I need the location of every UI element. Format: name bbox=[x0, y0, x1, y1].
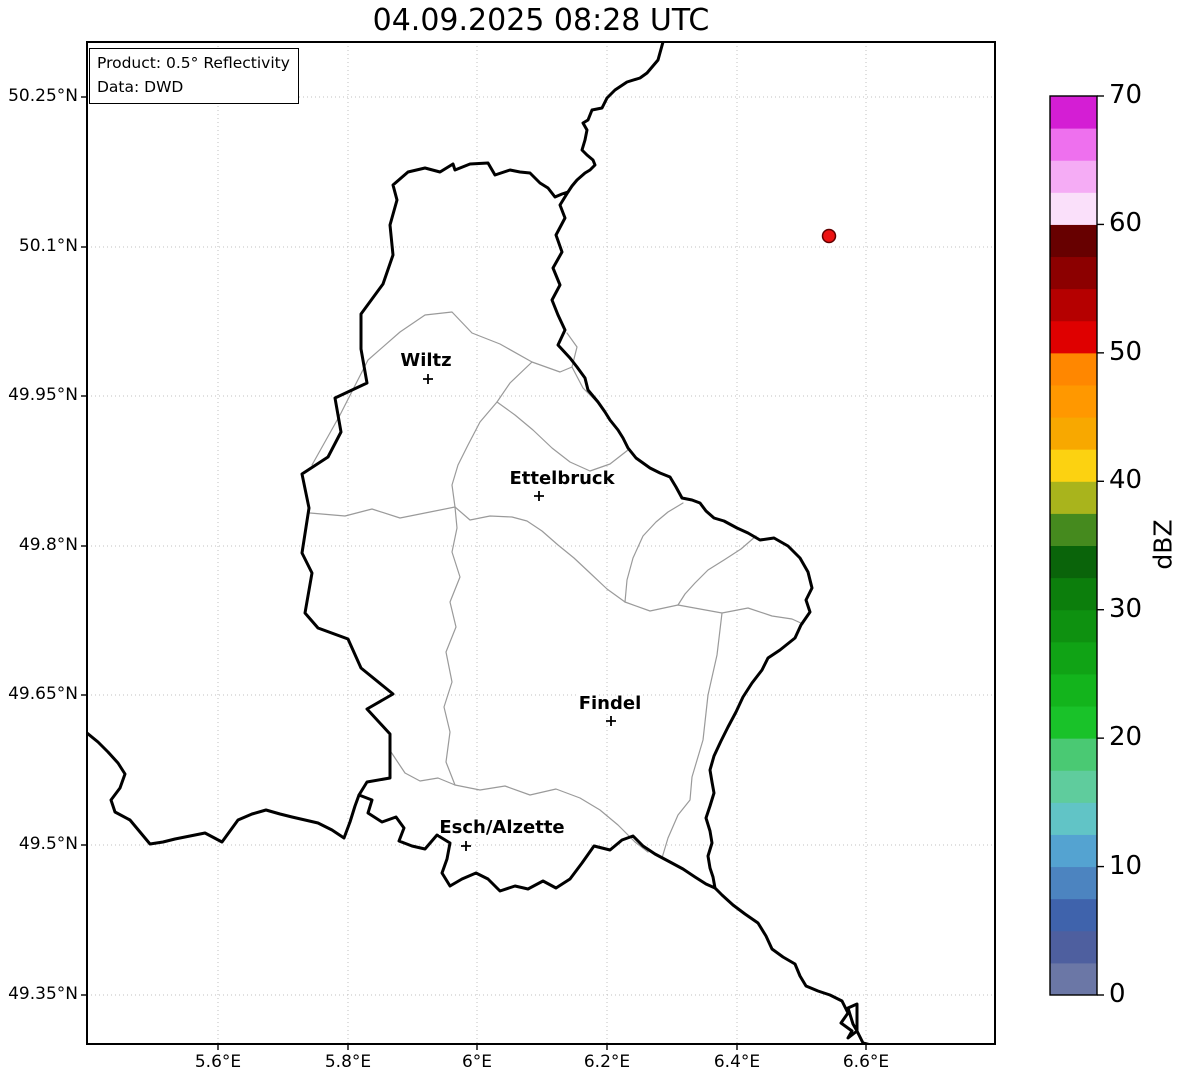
colorbar-segment bbox=[1050, 609, 1097, 643]
data-source-line: Data: DWD bbox=[97, 78, 184, 96]
colorbar-segment bbox=[1050, 577, 1097, 611]
colorbar-segment bbox=[1050, 481, 1097, 514]
canton-border-path bbox=[454, 506, 626, 603]
colorbar-tick-label: 70 bbox=[1109, 80, 1143, 110]
colorbar-segment bbox=[1050, 96, 1097, 129]
colorbar-tick-label: 60 bbox=[1109, 208, 1143, 239]
city-marker-icon bbox=[606, 716, 616, 726]
country-border-path bbox=[300, 161, 814, 893]
colorbar-segment bbox=[1050, 962, 1097, 996]
city-marker-icon bbox=[534, 491, 544, 501]
colorbar-unit-label: dBZ bbox=[1148, 519, 1178, 570]
colorbar-tick-label: 0 bbox=[1109, 979, 1126, 1009]
map-layer-group bbox=[87, 42, 995, 1044]
colorbar-segment bbox=[1050, 417, 1097, 450]
x-tick-label: 5.8°E bbox=[324, 1052, 372, 1072]
colorbar-segment bbox=[1050, 770, 1097, 803]
colorbar-tick-label: 50 bbox=[1109, 336, 1143, 367]
colorbar-segment bbox=[1050, 834, 1097, 868]
canton-border-path bbox=[677, 535, 757, 606]
colorbar-segment bbox=[1050, 288, 1097, 322]
figure-title: 04.09.2025 08:28 UTC bbox=[372, 3, 710, 38]
colorbar-segment bbox=[1050, 738, 1097, 771]
colorbar-segment bbox=[1050, 192, 1097, 225]
city-marker-icon bbox=[423, 374, 433, 384]
national-border-path bbox=[87, 731, 361, 846]
colorbar-segment bbox=[1050, 673, 1097, 707]
product-info-line: Product: 0.5° Reflectivity bbox=[97, 54, 290, 72]
city-label: Wiltz bbox=[400, 350, 452, 371]
colorbar-segment bbox=[1050, 352, 1097, 386]
plot-frame bbox=[86, 41, 996, 1045]
canton-border-path bbox=[624, 502, 684, 603]
city-label: Esch/Alzette bbox=[439, 817, 565, 838]
colorbar-tick-label: 30 bbox=[1109, 593, 1143, 624]
y-tick-label: 50.1°N bbox=[18, 236, 78, 256]
national-border-path bbox=[713, 886, 874, 1044]
colorbar-segment bbox=[1050, 641, 1097, 675]
city-label: Ettelbruck bbox=[509, 468, 615, 489]
colorbar-segment bbox=[1050, 160, 1097, 193]
colorbar-segment bbox=[1050, 128, 1097, 161]
city-marker-icon bbox=[461, 841, 471, 851]
x-tick-label: 5.6°E bbox=[194, 1052, 242, 1072]
y-tick-label: 49.95°N bbox=[8, 385, 78, 405]
colorbar-segment bbox=[1050, 224, 1097, 258]
colorbar-frame bbox=[1049, 95, 1098, 996]
canton-border-path bbox=[661, 612, 723, 859]
canton-border-path bbox=[309, 506, 456, 519]
canton-border-path bbox=[624, 601, 804, 625]
colorbar-segment bbox=[1050, 320, 1097, 354]
x-tick-label: 6.4°E bbox=[713, 1052, 761, 1072]
colorbar-segment bbox=[1050, 802, 1097, 835]
canton-border-path bbox=[443, 401, 498, 786]
x-tick-label: 6.6°E bbox=[842, 1052, 890, 1072]
y-tick-label: 49.35°N bbox=[8, 984, 78, 1004]
canton-border-path bbox=[454, 784, 649, 853]
canton-border-path bbox=[390, 751, 456, 786]
colorbar-segment bbox=[1050, 545, 1097, 579]
x-tick-label: 6°E bbox=[461, 1052, 493, 1072]
y-tick-label: 49.5°N bbox=[18, 834, 78, 854]
y-tick-label: 50.25°N bbox=[8, 86, 78, 106]
colorbar-segment bbox=[1050, 513, 1097, 546]
x-tick-label: 6.2°E bbox=[583, 1052, 631, 1072]
y-tick-label: 49.8°N bbox=[18, 535, 78, 555]
colorbar-segment bbox=[1050, 706, 1097, 739]
colorbar-segment bbox=[1050, 256, 1097, 290]
colorbar-tick-label: 10 bbox=[1109, 850, 1143, 881]
colorbar-tick-label: 40 bbox=[1109, 465, 1143, 496]
city-label: Findel bbox=[578, 693, 642, 714]
colorbar-segment bbox=[1050, 449, 1097, 482]
colorbar-tick-label: 20 bbox=[1109, 722, 1143, 753]
colorbar-segment bbox=[1050, 384, 1097, 418]
canton-border-path bbox=[496, 361, 629, 472]
radar-site-dot bbox=[821, 228, 837, 244]
colorbar-segment bbox=[1050, 898, 1097, 932]
product-info-box: Product: 0.5° Reflectivity Data: DWD bbox=[89, 48, 299, 104]
national-border-path bbox=[566, 42, 665, 194]
colorbar-segment bbox=[1050, 866, 1097, 900]
colorbar-segment bbox=[1050, 930, 1097, 964]
y-tick-label: 49.65°N bbox=[8, 684, 78, 704]
